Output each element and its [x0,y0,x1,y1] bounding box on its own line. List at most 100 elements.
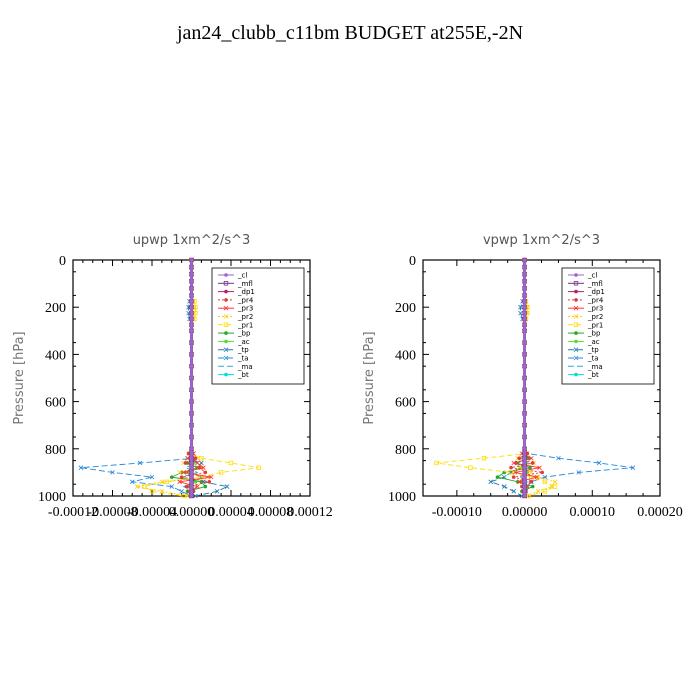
series-point [522,311,527,315]
legend-label: _ac [587,338,600,346]
series-point [179,488,184,494]
series-point [512,470,518,475]
series-point [488,479,493,485]
series-point [208,474,214,480]
x-tick-label: 0.00010 [570,505,616,520]
series-point [552,479,558,485]
series-point [169,484,175,489]
series-point [522,399,527,404]
series-point [184,484,189,489]
series-point [517,456,521,461]
legend-label: _ta [237,355,249,363]
legend-label: _dp1 [587,288,605,296]
series-point [214,488,220,494]
series-point [481,456,487,461]
series-point [189,494,194,498]
series-point [134,484,140,489]
legend-label: _bp [587,330,601,338]
series-point [110,470,115,475]
series-point [189,279,194,284]
series-point [177,470,182,475]
legend-label: _mfl [587,280,603,288]
panel-title: upwp 1xm^2/s^3 [133,233,251,248]
series-point [495,475,500,479]
legend-marker [573,347,579,352]
series-point [522,388,527,392]
series-point [189,447,194,451]
legend-box [211,267,305,385]
series-point [177,479,182,485]
legend-label: _pr2 [237,313,253,321]
y-tick-label: 600 [395,396,416,411]
series-point [159,479,165,485]
series-point [518,304,523,310]
series-point [522,329,527,333]
panel-title: vpwp 1xm^2/s^3 [483,233,600,248]
series-point [149,489,155,494]
y-axis-label: Pressure [hPa] [362,331,377,424]
series-point [78,465,84,470]
y-tick-label: 1000 [38,490,66,505]
legend-label: _pr4 [237,296,254,304]
series-point [189,305,194,310]
series-point [164,479,170,485]
series-point [522,265,527,269]
series-point [189,258,194,262]
x-tick-label: -0.00008 [87,505,137,520]
series-point [203,484,208,489]
series-point [552,484,558,489]
series-point [522,286,527,291]
series-point [141,484,147,489]
series-point [522,376,527,380]
legend: _cl_mfl_dp1_pr4_pr3_pr2_pr1_bp_ac_tp_ta_… [561,267,655,385]
legend-marker [574,289,578,294]
y-tick-label: 1000 [388,490,416,505]
series-point [522,272,527,276]
series-point [183,461,188,465]
x-tick-label: 0.00008 [248,505,294,520]
legend-label: _ma [587,363,603,371]
series-point [149,474,155,480]
series-point [189,399,194,404]
series-point [542,479,548,485]
series-point [596,460,602,466]
legend-label: _mfl [237,280,253,288]
series-line-bp [496,260,534,497]
series-point [189,465,194,470]
series-point [169,475,174,479]
series-point [529,455,534,461]
series-point [189,388,194,392]
x-tick-label: 0.00000 [169,505,215,520]
series-point [501,484,507,489]
legend-marker [224,273,228,277]
series-point [189,423,194,428]
series-point [528,465,532,470]
legend-label: _ta [587,355,599,363]
panel-1: upwp 1xm^2/s^3 Pressure [hPa] 0 200 400 600 80… [12,233,333,520]
series-point [218,470,224,475]
series-point [535,488,541,494]
series-point [511,460,517,466]
y-tick-label: 800 [45,443,66,458]
x-tick-label: -0.00010 [432,505,482,520]
series-line-bp [170,260,207,497]
series-point [195,484,200,489]
series-line-ta [80,260,196,497]
series-line-pr1 [436,260,557,497]
legend-marker [573,355,579,361]
series-point [522,299,527,304]
panel-2: vpwp 1xm^2/s^3 Pressure [hPa] 0 200 400 600 80… [362,233,683,520]
figure-title: jan24_clubb_c11bm BUDGET at255E,-2N [176,22,524,44]
series-point [522,480,527,484]
x-tick-label: -0.00004 [127,505,177,520]
series-point [630,465,636,470]
series-point [193,456,198,461]
legend-marker [223,314,229,319]
legend-label: _pr2 [587,313,603,321]
series-point [522,465,527,470]
series-point [530,461,535,465]
series-point [529,480,534,484]
series-point [189,364,194,369]
legend-marker [224,331,228,335]
